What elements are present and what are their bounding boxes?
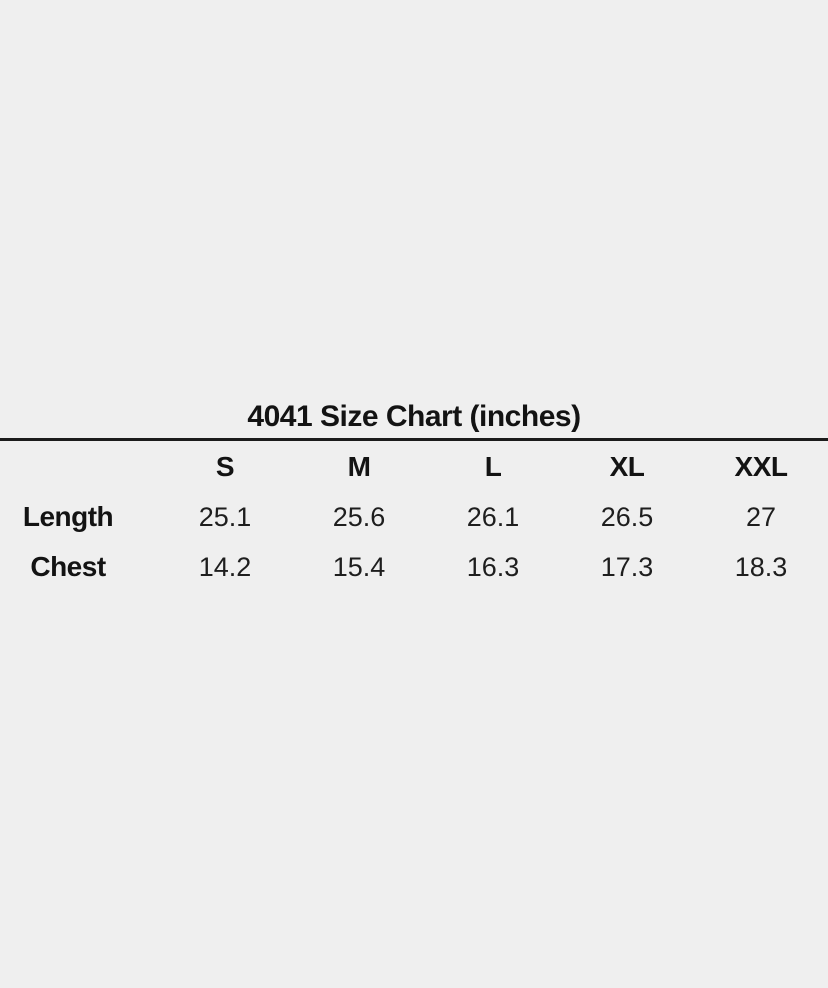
cell-chest-xxl: 18.3 (734, 551, 788, 582)
header-size-xl: XL (609, 451, 645, 482)
row-label-chest: Chest (30, 551, 106, 582)
table-row-chest: Chest 14.2 15.4 16.3 17.3 18.3 (0, 542, 828, 592)
header-empty-cell (0, 442, 158, 492)
cell-chest-m: 15.4 (332, 551, 386, 582)
header-size-m: M (347, 451, 371, 482)
header-size-xxl: XXL (734, 451, 788, 482)
cell-length-s: 25.1 (198, 501, 252, 532)
size-chart: 4041 Size Chart (inches) S M L XL XXL (0, 396, 828, 592)
header-size-s: S (215, 451, 235, 482)
cell-length-l: 26.1 (466, 501, 520, 532)
size-table: S M L XL XXL Length 25.1 25.6 26.1 26.5 … (0, 442, 828, 592)
row-label-length: Length (22, 501, 114, 532)
size-chart-title: 4041 Size Chart (inches) (247, 400, 581, 433)
header-size-l: L (484, 451, 502, 482)
cell-length-xl: 26.5 (600, 501, 654, 532)
title-divider-rule (0, 438, 828, 441)
cell-length-xxl: 27 (745, 501, 777, 532)
cell-chest-xl: 17.3 (600, 551, 654, 582)
cell-chest-s: 14.2 (198, 551, 252, 582)
size-table-header-row: S M L XL XXL (0, 442, 828, 492)
table-row-length: Length 25.1 25.6 26.1 26.5 27 (0, 492, 828, 542)
cell-length-m: 25.6 (332, 501, 386, 532)
cell-chest-l: 16.3 (466, 551, 520, 582)
